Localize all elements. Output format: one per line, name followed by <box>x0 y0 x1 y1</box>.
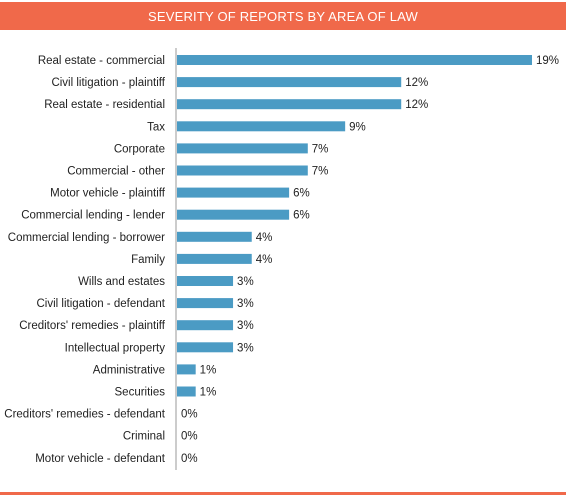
value-label: 0% <box>181 409 198 421</box>
value-label: 1% <box>200 387 217 399</box>
category-label: Civil litigation - defendant <box>37 298 166 310</box>
bar <box>177 165 308 176</box>
value-label: 9% <box>349 121 366 133</box>
value-label: 4% <box>256 254 273 266</box>
bar <box>177 231 252 242</box>
value-label: 4% <box>256 232 273 244</box>
bottom-divider <box>0 492 566 495</box>
bar <box>177 276 234 286</box>
value-label: 0% <box>181 453 198 465</box>
bar <box>177 209 290 220</box>
value-label: 0% <box>181 431 198 443</box>
bar <box>177 320 234 331</box>
value-label: 1% <box>200 364 217 376</box>
category-label: Real estate - commercial <box>38 55 165 67</box>
value-label: 7% <box>312 166 329 178</box>
category-label: Motor vehicle - defendant <box>35 453 166 465</box>
category-label: Commercial - other <box>67 166 165 178</box>
category-label: Intellectual property <box>65 342 166 354</box>
category-label: Motor vehicle - plaintiff <box>50 188 166 200</box>
bar <box>177 187 290 198</box>
value-label: 3% <box>237 320 254 332</box>
value-label: 3% <box>237 342 254 354</box>
category-label: Creditors' remedies - plaintiff <box>19 320 166 332</box>
category-label: Creditors' remedies - defendant <box>4 409 166 421</box>
bar <box>177 364 196 375</box>
category-label: Wills and estates <box>78 276 165 288</box>
bar <box>177 55 532 65</box>
bar <box>177 342 234 353</box>
bar <box>177 99 402 110</box>
category-label: Administrative <box>93 364 165 376</box>
bar <box>177 77 402 88</box>
bars <box>177 55 532 397</box>
value-label: 6% <box>293 210 310 222</box>
value-label: 6% <box>293 188 310 200</box>
bar <box>177 253 252 264</box>
category-label: Securities <box>115 387 166 399</box>
value-label: 3% <box>237 276 254 288</box>
value-label: 7% <box>312 143 329 155</box>
bar <box>177 386 196 397</box>
category-label: Criminal <box>123 431 165 443</box>
category-label: Civil litigation - plaintiff <box>51 77 165 89</box>
category-label: Commercial lending - lender <box>21 210 165 222</box>
bar <box>177 121 346 132</box>
bar <box>177 298 234 309</box>
chart-title: SEVERITY OF REPORTS BY AREA OF LAW <box>0 2 566 30</box>
value-label: 12% <box>405 77 428 89</box>
category-label: Commercial lending - borrower <box>8 232 165 244</box>
category-label: Tax <box>147 121 165 133</box>
category-label: Real estate - residential <box>44 99 165 111</box>
category-label: Corporate <box>114 143 165 155</box>
value-label: 3% <box>237 298 254 310</box>
category-label: Family <box>131 254 165 266</box>
bar <box>177 143 308 154</box>
value-label: 19% <box>536 55 559 67</box>
value-label: 12% <box>405 99 428 111</box>
